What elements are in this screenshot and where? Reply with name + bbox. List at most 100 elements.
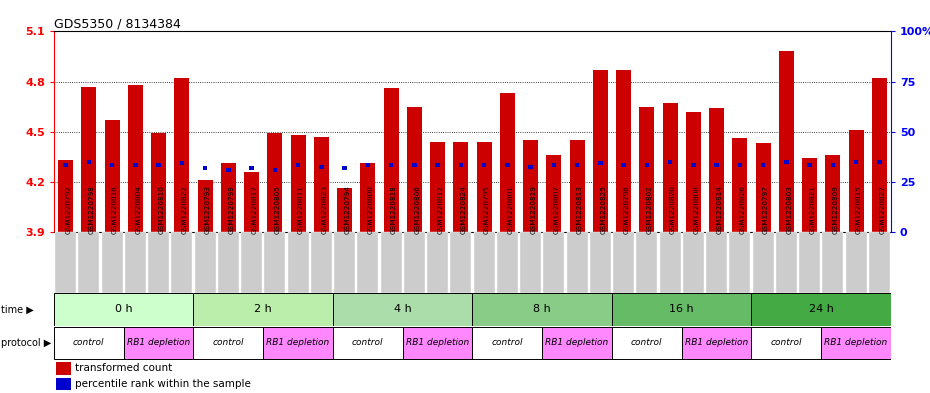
Bar bbox=[639, 107, 655, 232]
Text: GSM1220810: GSM1220810 bbox=[158, 185, 165, 234]
FancyBboxPatch shape bbox=[497, 232, 518, 293]
Bar bbox=[755, 143, 771, 232]
Bar bbox=[685, 112, 701, 232]
Bar bbox=[56, 378, 71, 390]
FancyBboxPatch shape bbox=[752, 232, 774, 293]
Bar bbox=[802, 158, 817, 232]
Text: control: control bbox=[73, 338, 104, 347]
Bar bbox=[807, 163, 812, 167]
FancyBboxPatch shape bbox=[264, 232, 286, 293]
Text: GSM1220823: GSM1220823 bbox=[321, 185, 327, 234]
Text: GSM1220800: GSM1220800 bbox=[367, 185, 374, 234]
Text: GSM1220792: GSM1220792 bbox=[65, 185, 72, 234]
FancyBboxPatch shape bbox=[751, 294, 891, 325]
FancyBboxPatch shape bbox=[193, 327, 263, 359]
Text: GSM1220797: GSM1220797 bbox=[763, 185, 769, 234]
Text: GSM1220814: GSM1220814 bbox=[716, 185, 723, 234]
Bar bbox=[56, 362, 71, 375]
Text: GSM1220815: GSM1220815 bbox=[856, 185, 862, 234]
FancyBboxPatch shape bbox=[427, 232, 448, 293]
FancyBboxPatch shape bbox=[333, 294, 472, 325]
FancyBboxPatch shape bbox=[821, 327, 891, 359]
Bar bbox=[342, 166, 347, 171]
FancyBboxPatch shape bbox=[520, 232, 541, 293]
Text: GSM1220801: GSM1220801 bbox=[507, 185, 513, 234]
Text: GSM1220794: GSM1220794 bbox=[344, 185, 351, 234]
Text: 16 h: 16 h bbox=[670, 305, 694, 314]
Bar bbox=[528, 165, 533, 169]
Bar bbox=[575, 163, 579, 167]
Text: GSM1220816: GSM1220816 bbox=[112, 185, 118, 234]
FancyBboxPatch shape bbox=[450, 232, 472, 293]
Bar bbox=[476, 141, 492, 232]
Text: control: control bbox=[352, 338, 383, 347]
Text: GSM1220822: GSM1220822 bbox=[181, 185, 188, 234]
Bar bbox=[151, 133, 166, 232]
Bar bbox=[877, 160, 882, 164]
FancyBboxPatch shape bbox=[78, 232, 100, 293]
Text: GSM1220803: GSM1220803 bbox=[786, 185, 792, 234]
Bar bbox=[616, 70, 631, 232]
Text: GSM1220826: GSM1220826 bbox=[739, 185, 746, 234]
FancyBboxPatch shape bbox=[101, 232, 123, 293]
Text: RB1 depletion: RB1 depletion bbox=[266, 338, 330, 347]
Text: GSM1220795: GSM1220795 bbox=[484, 185, 490, 234]
Text: control: control bbox=[213, 338, 244, 347]
Bar bbox=[244, 172, 259, 232]
Bar bbox=[709, 108, 724, 232]
Bar bbox=[430, 141, 445, 232]
FancyBboxPatch shape bbox=[241, 232, 262, 293]
Bar bbox=[58, 160, 73, 232]
Text: GSM1220796: GSM1220796 bbox=[623, 185, 630, 234]
Bar bbox=[662, 103, 678, 232]
Text: RB1 depletion: RB1 depletion bbox=[126, 338, 191, 347]
FancyBboxPatch shape bbox=[566, 232, 588, 293]
FancyBboxPatch shape bbox=[729, 232, 751, 293]
Bar bbox=[389, 163, 393, 167]
FancyBboxPatch shape bbox=[263, 327, 333, 359]
Bar bbox=[179, 162, 184, 165]
Bar bbox=[267, 133, 283, 232]
Bar bbox=[732, 138, 748, 232]
Text: RB1 depletion: RB1 depletion bbox=[684, 338, 749, 347]
Bar bbox=[365, 163, 370, 167]
Bar bbox=[458, 163, 463, 167]
Bar bbox=[383, 88, 399, 232]
Text: GSM1220812: GSM1220812 bbox=[437, 185, 444, 234]
Bar bbox=[133, 163, 138, 167]
Bar bbox=[825, 155, 841, 232]
Bar bbox=[714, 163, 719, 167]
Bar bbox=[313, 137, 329, 232]
Text: control: control bbox=[631, 338, 662, 347]
Bar bbox=[621, 163, 626, 167]
Text: GSM1220798: GSM1220798 bbox=[88, 185, 95, 234]
FancyBboxPatch shape bbox=[683, 232, 704, 293]
Bar bbox=[854, 160, 858, 164]
Text: GSM1220793: GSM1220793 bbox=[205, 185, 211, 234]
Bar bbox=[412, 163, 417, 167]
FancyBboxPatch shape bbox=[124, 327, 193, 359]
FancyBboxPatch shape bbox=[869, 232, 890, 293]
Bar bbox=[871, 78, 887, 232]
Text: RB1 depletion: RB1 depletion bbox=[824, 338, 888, 347]
Text: 8 h: 8 h bbox=[533, 305, 551, 314]
Bar bbox=[499, 93, 515, 232]
FancyBboxPatch shape bbox=[55, 232, 76, 293]
Text: GSM1220809: GSM1220809 bbox=[832, 185, 839, 234]
Bar bbox=[337, 188, 352, 232]
Text: GSM1220805: GSM1220805 bbox=[274, 185, 281, 234]
Bar bbox=[406, 107, 422, 232]
Bar bbox=[848, 130, 864, 232]
Bar bbox=[551, 163, 556, 167]
FancyBboxPatch shape bbox=[311, 232, 332, 293]
Bar bbox=[523, 140, 538, 232]
FancyBboxPatch shape bbox=[845, 232, 867, 293]
Bar bbox=[546, 155, 562, 232]
Text: GSM1220808: GSM1220808 bbox=[693, 185, 699, 234]
FancyBboxPatch shape bbox=[472, 327, 542, 359]
Text: GSM1220813: GSM1220813 bbox=[577, 185, 583, 234]
Text: GDS5350 / 8134384: GDS5350 / 8134384 bbox=[54, 18, 180, 31]
FancyBboxPatch shape bbox=[636, 232, 658, 293]
Bar bbox=[569, 140, 585, 232]
Bar bbox=[691, 163, 696, 167]
